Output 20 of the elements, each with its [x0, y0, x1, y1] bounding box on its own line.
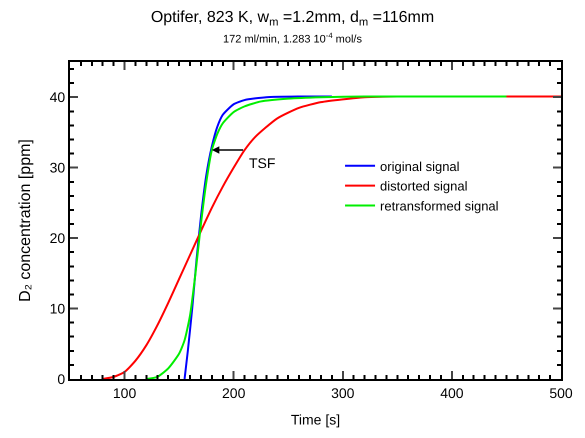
- chart-title: Optifer, 823 K, w$_{m}$ =1.2mm, d$_{m}$ =116mm: [150, 8, 434, 28]
- y-tick-label: 0: [57, 370, 66, 387]
- y-tick-label: 40: [50, 89, 66, 106]
- x-tick-label: 300: [331, 384, 355, 401]
- x-tick-label: 200: [222, 384, 246, 401]
- legend-label: distorted signal: [380, 178, 468, 194]
- y-tick-label: 20: [50, 230, 66, 246]
- line-series: [145, 95, 508, 379]
- line-series: [184, 95, 333, 379]
- x-tick-label: 400: [440, 384, 464, 401]
- y-axis-title: D₂ concentration [ppm]: [17, 139, 34, 302]
- chart-subtitle: 172 ml/min, 1.283 10$^{-4}$ mol/s: [223, 31, 362, 46]
- legend-label: original signal: [380, 158, 460, 174]
- annotation: TSF: [249, 155, 276, 171]
- legend-label: retransformed signal: [380, 198, 499, 214]
- x-axis-title: Time [s]: [290, 412, 340, 428]
- x-tick-label: 100: [112, 384, 136, 401]
- x-tick-label: 500: [549, 384, 573, 401]
- y-tick-label: 10: [50, 300, 66, 316]
- y-tick-label: 30: [50, 160, 66, 176]
